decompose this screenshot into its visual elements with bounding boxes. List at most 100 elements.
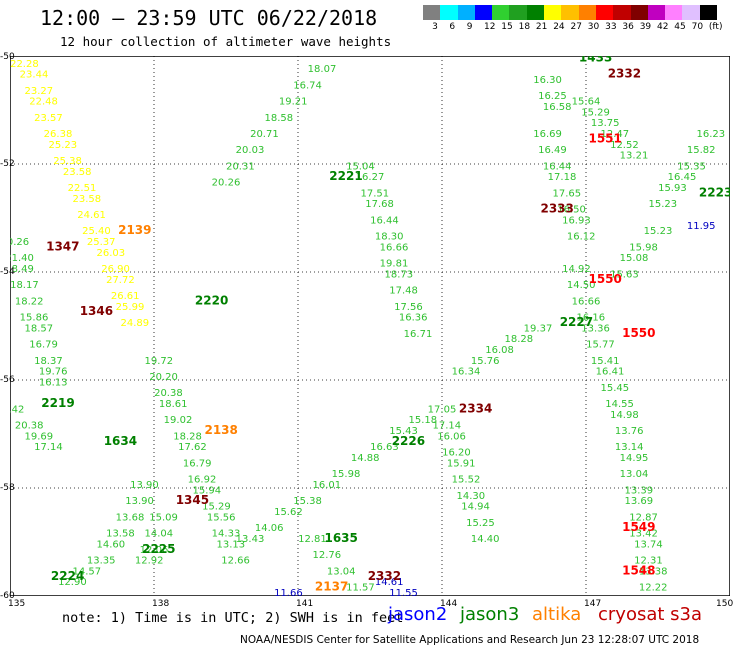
wave-height-value: 25.23: [48, 140, 77, 151]
wave-height-value: 16.74: [293, 80, 322, 91]
wave-height-value: 19.69: [24, 431, 53, 442]
lat-tick-label: -56: [0, 375, 15, 385]
pass-time-label: 1550: [588, 272, 621, 286]
wave-height-value: 12.81: [298, 534, 327, 545]
color-scale-bar: [423, 5, 718, 20]
color-swatch: [423, 5, 441, 20]
color-swatch: [613, 5, 631, 20]
pass-time-label: 2219: [41, 396, 74, 410]
pass-time-label: 1346: [80, 304, 113, 318]
wave-height-value: 12.76: [312, 550, 341, 561]
color-swatch: [544, 5, 562, 20]
wave-height-value: 15.52: [452, 475, 481, 486]
wave-height-value: 13.90: [125, 496, 154, 507]
wave-height-value: 16.63: [370, 442, 399, 453]
wave-height-value: 18.73: [384, 269, 413, 280]
wave-height-value: 15.35: [677, 161, 706, 172]
color-swatch: [699, 5, 718, 20]
wave-height-value: 13.76: [615, 426, 644, 437]
lat-tick-label: -50: [0, 52, 15, 62]
color-scale-label: 21: [535, 22, 548, 32]
wave-height-value: 16.27: [356, 172, 385, 183]
pass-time-label: 1433: [579, 56, 612, 64]
wave-height-value: 15.04: [346, 161, 375, 172]
wave-height-value: 18.28: [504, 334, 533, 345]
lon-tick-label: 141: [296, 599, 314, 609]
wave-height-value: 26.90: [101, 264, 130, 275]
color-scale-label: 15: [501, 22, 513, 32]
wave-height-value: 15.98: [332, 469, 361, 480]
wave-height-value: 13.04: [620, 469, 649, 480]
wave-height-value: 15.29: [202, 502, 231, 513]
wave-height-value: 19.81: [380, 259, 409, 270]
wave-height-value: 23.58: [72, 194, 101, 205]
wave-height-value: 15.77: [586, 340, 615, 351]
pass-time-label: 2334: [459, 401, 492, 415]
wave-height-value: 13.58: [106, 529, 135, 540]
wave-height-value: 13.38: [639, 566, 668, 577]
color-swatch: [665, 5, 683, 20]
wave-height-value: 15.41: [591, 356, 620, 367]
wave-height-value: 13.35: [87, 556, 116, 567]
wave-height-value: 23.57: [34, 113, 63, 124]
wave-height-value: 12.31: [634, 556, 663, 567]
wave-height-value: 13.74: [634, 539, 663, 550]
pass-time-label: 2137: [315, 580, 348, 594]
wave-height-value: 15.62: [274, 507, 303, 518]
wave-height-value: 20.71: [250, 129, 279, 140]
color-swatch: [682, 5, 700, 20]
wave-height-value: 16.44: [370, 215, 399, 226]
pass-time-label: 2224: [51, 569, 84, 583]
wave-height-value: 20.20: [149, 372, 178, 383]
wave-height-value: 14.40: [471, 534, 500, 545]
wave-height-value: 15.93: [658, 183, 687, 194]
wave-height-value: 14.98: [610, 410, 639, 421]
lon-tick-label: 144: [440, 599, 458, 609]
map-frame: [10, 56, 730, 596]
wave-height-value: 22.51: [68, 183, 97, 194]
wave-height-value: 25.99: [116, 302, 145, 313]
wave-height-value: 12.90: [58, 577, 87, 588]
wave-height-value: 11.57: [346, 583, 375, 594]
wave-height-value: 26.61: [111, 291, 140, 302]
wave-height-value: 14.94: [461, 502, 490, 513]
wave-height-value: 14.95: [620, 453, 649, 464]
wave-height-value: 12.87: [629, 512, 658, 523]
wave-height-value-low: 11.55: [389, 588, 418, 596]
color-swatch: [509, 5, 527, 20]
wave-height-value: 14.60: [96, 539, 125, 550]
wave-height-value: 22.48: [29, 97, 58, 108]
wave-height-value: 13.42: [629, 529, 658, 540]
wave-height-value-low: 14.61: [375, 577, 404, 588]
wave-height-value: 22.28: [10, 59, 39, 70]
wave-height-value: 16.06: [437, 431, 466, 442]
wave-height-value: 16.66: [380, 242, 409, 253]
wave-height-value: 18.22: [15, 296, 44, 307]
legend-entry: jason3: [460, 604, 520, 625]
lat-tick-label: -52: [0, 159, 15, 169]
wave-height-value: 14.57: [72, 566, 101, 577]
wave-height-value: 15.82: [687, 145, 716, 156]
wave-height-value: 13.39: [624, 485, 653, 496]
wave-height-value: 20.03: [236, 145, 265, 156]
wave-height-value: 19.76: [39, 367, 68, 378]
pass-time-label: 1550: [622, 326, 655, 340]
pass-time-label: 1635: [324, 531, 357, 545]
color-swatch: [595, 5, 614, 20]
color-scale-label: (ft): [708, 22, 723, 32]
wave-height-value: 19.37: [524, 323, 553, 334]
color-swatch: [578, 5, 596, 20]
lat-tick-label: -58: [0, 483, 15, 493]
color-swatch: [492, 5, 510, 20]
color-scale-label: 24: [553, 22, 565, 32]
lon-tick-label: 147: [584, 599, 602, 609]
wave-height-value: 15.18: [408, 415, 437, 426]
wave-height-value: 20.42: [10, 404, 24, 415]
wave-height-value: 13.90: [130, 480, 159, 491]
lon-tick-label: 135: [8, 599, 26, 609]
wave-height-value: 24.61: [77, 210, 106, 221]
wave-height-value: 16.79: [29, 340, 58, 351]
wave-height-value: 16.20: [442, 448, 471, 459]
page-title: 12:00 – 23:59 UTC 06/22/2018: [40, 6, 378, 30]
wave-height-value: 15.25: [466, 518, 495, 529]
